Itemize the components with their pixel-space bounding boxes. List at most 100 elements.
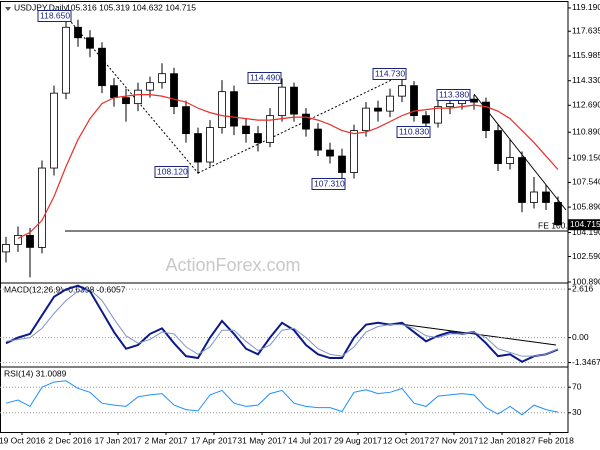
candle-body <box>218 91 226 128</box>
x-tick-label: 31 May 2017 <box>237 435 286 445</box>
candle-body <box>434 106 442 124</box>
x-tick-label: 14 Jul 2017 <box>288 435 332 445</box>
candle-body <box>170 73 178 108</box>
candle-body <box>530 191 538 203</box>
y-tick-label: 104.190 <box>572 227 600 237</box>
x-tick-label: 2 Mar 2017 <box>145 435 188 445</box>
x-tick-label: 12 Jan 2018 <box>479 435 526 445</box>
y-tick-label: 110.890 <box>572 126 600 136</box>
annotation-box <box>396 126 431 138</box>
annotation: 114.490 <box>250 72 280 82</box>
candle-body <box>74 26 82 39</box>
candle-body <box>122 97 130 105</box>
candle-body <box>62 26 70 94</box>
annotation-box <box>372 68 407 80</box>
candle-body <box>410 85 418 117</box>
candle-body <box>86 37 94 49</box>
annotation-box <box>311 178 346 190</box>
y-tick-label: 114.330 <box>572 75 600 85</box>
plot-frame <box>0 1 569 433</box>
y-tick-label: 107.540 <box>572 177 600 187</box>
y-tick-label: 109.150 <box>572 153 600 163</box>
x-tick-label: 27 Feb 2018 <box>526 435 574 445</box>
y-tick-label: 102.590 <box>572 251 600 261</box>
candle-body <box>242 125 250 134</box>
x-tick-label: 29 Aug 2017 <box>334 435 382 445</box>
y-tick-label: -1.3467 <box>572 357 600 367</box>
candle-body <box>470 98 478 103</box>
y-tick-label: 115.985 <box>572 50 600 60</box>
candle-body <box>494 130 502 164</box>
y-tick-label: 0.00 <box>572 332 589 342</box>
y-tick-label: 70 <box>572 381 582 391</box>
candle-body <box>554 202 562 226</box>
candle-body <box>50 92 58 169</box>
y-tick-label: 117.635 <box>572 25 600 35</box>
candle-body <box>110 85 118 99</box>
candle-body <box>518 157 526 203</box>
annotation-box <box>436 89 471 101</box>
annotation: 110.830 <box>399 126 429 136</box>
candle-body <box>26 235 34 248</box>
last-price: 104.715 <box>570 219 600 229</box>
candle-body <box>146 82 154 91</box>
y-tick-label: 30 <box>572 407 582 417</box>
candle-body <box>266 115 274 143</box>
candle-body <box>314 128 322 151</box>
candle-body <box>302 113 310 130</box>
candle-body <box>338 155 346 173</box>
y-tick-label: 119.190 <box>572 2 600 12</box>
candle-body <box>230 91 238 127</box>
x-tick-label: 12 Oct 2017 <box>383 435 430 445</box>
candle-body <box>362 107 370 131</box>
candle-body <box>194 133 202 163</box>
y-tick-label: 100.890 <box>572 276 600 286</box>
candle-body <box>374 107 382 112</box>
candle-body <box>446 103 454 108</box>
series-line <box>5 288 559 357</box>
x-tick-label: 17 Jan 2017 <box>95 435 142 445</box>
candle-body <box>422 115 430 124</box>
chart-title: USDJPY,Daily <box>14 2 68 12</box>
candle-body <box>254 133 262 143</box>
annotation-box <box>37 10 72 22</box>
candle-body <box>206 127 214 163</box>
candle-body <box>182 106 190 134</box>
candle-body <box>290 86 298 115</box>
x-tick-label: 27 Nov 2017 <box>430 435 478 445</box>
candle-body <box>134 89 142 105</box>
candle-body <box>506 157 514 164</box>
candle-body <box>398 85 406 97</box>
y-tick-label: 112.690 <box>572 100 600 110</box>
ohlc-header: 105.316 105.319 104.632 104.715 <box>66 2 196 12</box>
annotation: 118.650 <box>40 10 70 20</box>
rsi-title: RSI(14) 31.0089 <box>4 368 67 378</box>
annotation: 114.730 <box>375 68 405 78</box>
candle-body <box>38 167 46 248</box>
last-price-box <box>568 219 600 231</box>
y-tick-label: 105.890 <box>572 201 600 211</box>
series-line <box>17 94 559 239</box>
annotation: 108.120 <box>157 166 188 176</box>
x-tick-label: 2 Dec 2016 <box>48 435 92 445</box>
candle-body <box>14 235 22 245</box>
candle-body <box>326 149 334 157</box>
annotation: 113.380 <box>439 89 469 99</box>
annotation-box <box>154 166 189 178</box>
watermark: ActionForex.com <box>165 255 300 275</box>
candle-body <box>350 130 358 173</box>
candle-body <box>278 86 286 117</box>
candle-body <box>158 73 166 84</box>
annotation: 107.310 <box>314 178 345 188</box>
x-tick-label: 17 Apr 2017 <box>191 435 237 445</box>
symbol-icon <box>5 7 11 11</box>
candle-body <box>482 101 490 131</box>
trend-line <box>197 74 403 174</box>
y-tick-label: 2.616 <box>572 283 594 293</box>
candle-body <box>98 47 106 87</box>
x-tick-label: 19 Oct 2016 <box>0 435 45 445</box>
annotation-box <box>247 72 282 84</box>
candle-body <box>2 244 10 253</box>
